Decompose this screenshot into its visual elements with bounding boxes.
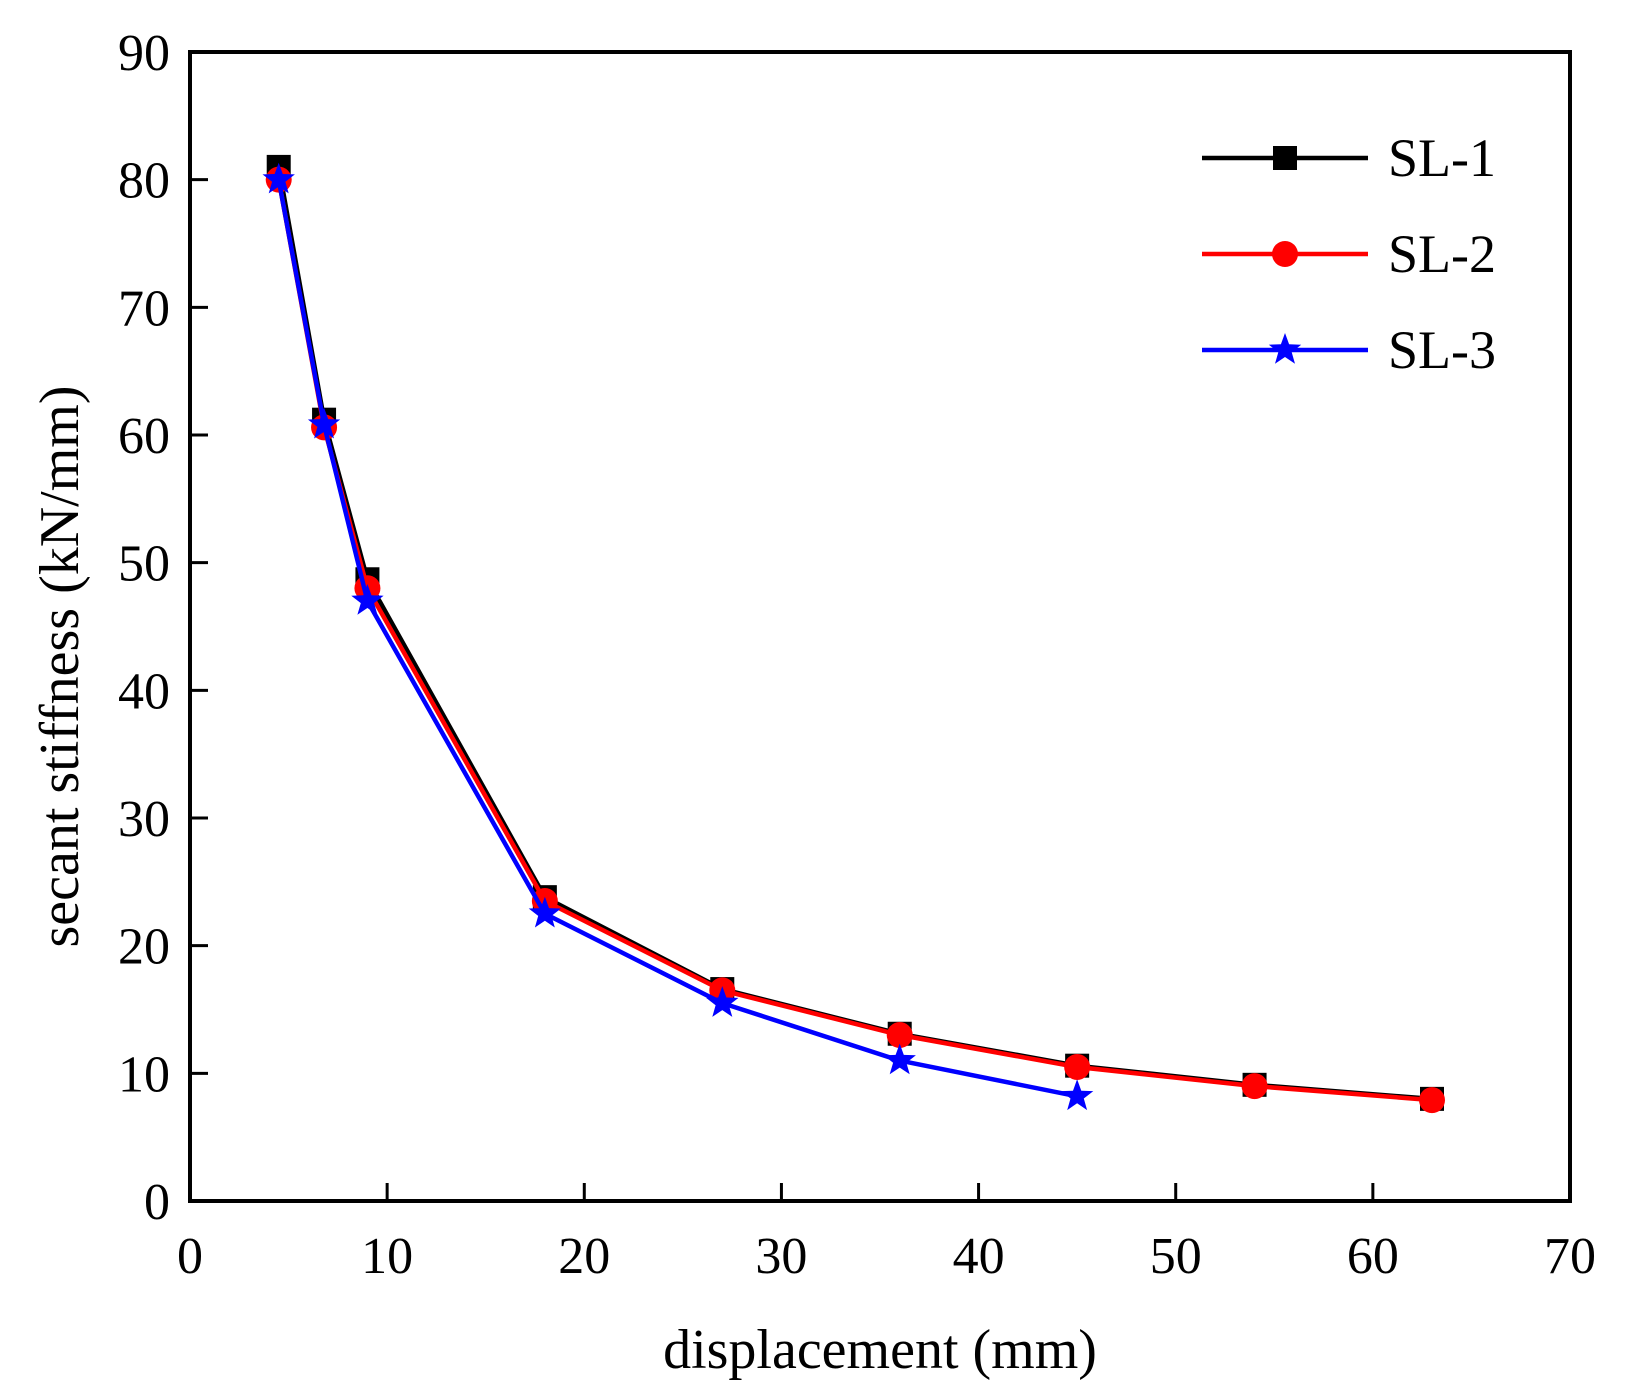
x-tick-label: 30 xyxy=(755,1228,807,1285)
legend-label: SL-2 xyxy=(1388,224,1496,284)
data-point xyxy=(1419,1087,1445,1114)
data-point xyxy=(1061,1079,1094,1111)
data-point xyxy=(886,1022,913,1049)
plot-frame xyxy=(188,50,1572,1203)
data-point xyxy=(351,584,384,615)
y-tick-label: 50 xyxy=(118,536,170,593)
series-sl-3 xyxy=(262,162,1094,1111)
x-tick-label: 40 xyxy=(953,1228,1005,1285)
series-line xyxy=(276,166,1433,1102)
y-tick-label: 10 xyxy=(118,1046,170,1103)
y-tick-label: 70 xyxy=(118,280,170,337)
data-point xyxy=(706,986,739,1017)
legend-marker xyxy=(1268,333,1302,364)
x-tick-label: 20 xyxy=(558,1228,610,1285)
data-point xyxy=(528,896,561,928)
y-tick-label: 0 xyxy=(144,1174,170,1231)
y-axis-title: secant stiffness (kN/mm) xyxy=(29,386,91,948)
series-sl-1 xyxy=(266,154,1444,1111)
legend-item: SL-1 xyxy=(1202,128,1496,188)
plot-series xyxy=(262,154,1445,1114)
y-tick-label: 90 xyxy=(118,25,170,82)
series-sl-2 xyxy=(265,166,1445,1114)
legend-item: SL-3 xyxy=(1202,320,1496,380)
data-point xyxy=(262,162,295,194)
data-point xyxy=(1241,1073,1268,1100)
legend-marker xyxy=(1272,241,1298,267)
y-tick-label: 40 xyxy=(118,663,170,720)
data-point xyxy=(883,1043,916,1075)
x-tick-label: 70 xyxy=(1544,1228,1596,1285)
x-tick-label: 60 xyxy=(1347,1228,1399,1285)
data-point xyxy=(307,407,341,439)
y-tick-label: 20 xyxy=(118,919,170,976)
legend-item: SL-2 xyxy=(1202,224,1496,284)
legend: SL-1 SL-2 SL-3 xyxy=(1202,128,1496,380)
x-tick-label: 0 xyxy=(177,1228,203,1285)
legend-label: SL-1 xyxy=(1388,128,1496,188)
y-tick-label: 60 xyxy=(118,408,170,465)
data-point xyxy=(1064,1053,1091,1080)
series-line xyxy=(276,179,1433,1103)
x-tick-label: 10 xyxy=(361,1228,413,1285)
x-axis-title: displacement (mm) xyxy=(663,1319,1097,1381)
legend-label: SL-3 xyxy=(1388,320,1496,380)
y-tick-label: 80 xyxy=(118,153,170,210)
axes: 0 10 20 30 40 50 60 70 0 10 20 30 40 50 60 70 80 90 xyxy=(118,25,1596,1285)
x-tick-label: 50 xyxy=(1150,1228,1202,1285)
y-tick-label: 30 xyxy=(118,791,170,848)
legend-marker xyxy=(1273,146,1297,170)
